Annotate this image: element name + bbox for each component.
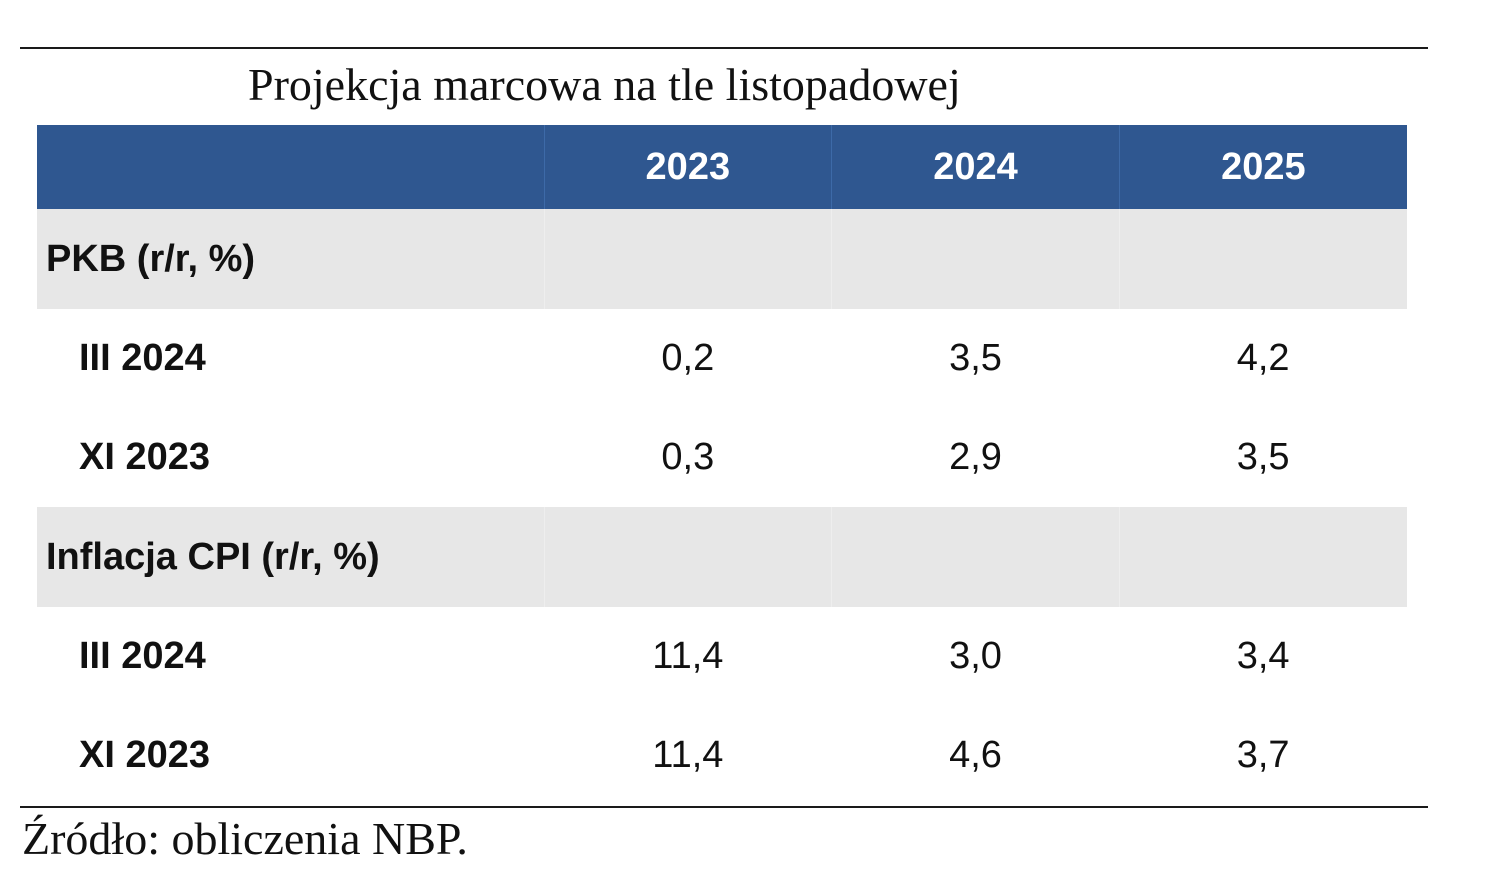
section-cell [1119,507,1407,607]
value-cell: 0,3 [661,436,715,478]
header-year-2023: 2023 [544,125,833,209]
section-label-gdp: PKB (r/r, %) [37,209,545,309]
value-cell: 3,5 [949,337,1002,379]
value-cell: 11,4 [652,734,724,776]
row-label: III 2024 [79,337,206,379]
value-cell: 0,2 [661,337,715,379]
value-cell: 3,4 [1236,635,1290,677]
section-row-cpi: Inflacja CPI (r/r, %) [37,507,1407,607]
section-cell [831,209,1120,309]
row-label: XI 2023 [79,734,210,776]
table-row: XI 2023 11,4 4,6 3,7 [37,706,1407,805]
section-label-cpi: Inflacja CPI (r/r, %) [37,507,545,607]
projection-table: 2023 2024 2025 PKB (r/r, %) III 2024 0,2… [37,125,1407,805]
table-row: III 2024 11,4 3,0 3,4 [37,607,1407,706]
value-cell: 11,4 [652,635,724,677]
row-label: XI 2023 [79,436,210,478]
table-row: XI 2023 0,3 2,9 3,5 [37,408,1407,507]
bottom-rule [20,806,1428,808]
value-cell: 2,9 [949,436,1002,478]
section-cell [544,209,833,309]
header-year-2024: 2024 [831,125,1120,209]
value-cell: 3,5 [1236,436,1290,478]
table-title: Projekcja marcowa na tle listopadowej [248,59,961,110]
section-row-gdp: PKB (r/r, %) [37,209,1407,309]
value-cell: 3,0 [949,635,1002,677]
value-cell: 4,2 [1236,337,1290,379]
section-cell [831,507,1120,607]
section-cell [1119,209,1407,309]
value-cell: 4,6 [949,734,1002,776]
source-note: Źródło: obliczenia NBP. [22,813,468,864]
value-cell: 3,7 [1236,734,1290,776]
table-row: III 2024 0,2 3,5 4,2 [37,309,1407,408]
header-empty-cell [37,125,545,209]
header-year-2025: 2025 [1119,125,1407,209]
header-row: 2023 2024 2025 [37,125,1407,209]
row-label: III 2024 [79,635,206,677]
top-rule [20,47,1428,49]
section-cell [544,507,833,607]
